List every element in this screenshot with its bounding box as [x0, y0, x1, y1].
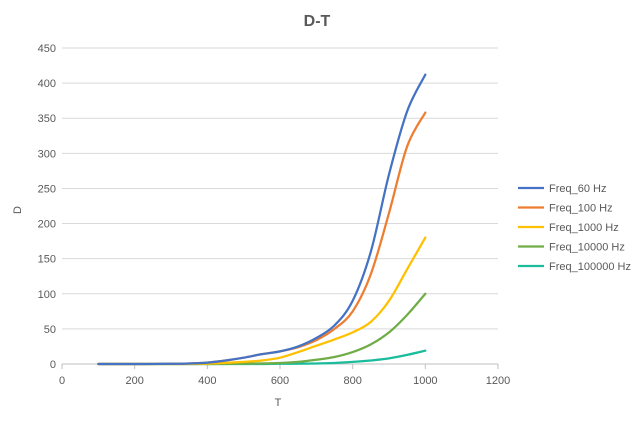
legend-item: Freq_1000 Hz — [518, 222, 619, 234]
x-axis-label: T — [275, 397, 282, 409]
legend: Freq_60 Hz Freq_100 Hz Freq_1000 Hz Freq_10… — [518, 183, 631, 273]
series-line — [97, 292, 427, 366]
x-tick-label: 200 — [125, 375, 143, 387]
legend-item: Freq_60 Hz — [518, 183, 606, 195]
x-tick-label: 0 — [59, 375, 65, 387]
y-tick-label: 300 — [38, 148, 56, 160]
y-tick-label: 150 — [38, 254, 56, 266]
y-tick-label: 400 — [38, 78, 56, 90]
chart-title: D-T — [304, 13, 331, 30]
y-tick-label: 450 — [38, 43, 56, 55]
y-tick-label: 200 — [38, 219, 56, 231]
legend-item: Freq_100 Hz — [518, 203, 613, 215]
x-tick-label: 800 — [343, 375, 361, 387]
axis-layer: 0 50 100 150 200 250 300 350 400 450 0 200 400 600 800… — [38, 43, 511, 387]
x-tick-label: 1200 — [486, 375, 510, 387]
legend-label: Freq_60 Hz — [549, 183, 606, 195]
x-tick-label: 1000 — [413, 375, 437, 387]
x-tick-label: 600 — [271, 375, 289, 387]
grid-layer — [62, 47, 498, 330]
legend-item: Freq_100000 Hz — [518, 261, 631, 273]
y-tick-label: 350 — [38, 113, 56, 125]
legend-label: Freq_10000 Hz — [549, 242, 625, 254]
series-line — [97, 73, 427, 366]
series-line — [97, 349, 427, 366]
y-tick-label: 0 — [50, 359, 56, 371]
y-axis-label: D — [12, 206, 24, 214]
y-tick-label: 250 — [38, 183, 56, 195]
y-tick-label: 100 — [38, 289, 56, 301]
legend-label: Freq_100 Hz — [549, 203, 613, 215]
y-tick-label: 50 — [44, 324, 56, 336]
series-layer — [97, 73, 427, 366]
legend-item: Freq_10000 Hz — [518, 242, 625, 254]
series-line — [97, 111, 427, 366]
x-tick-label: 400 — [198, 375, 216, 387]
legend-label: Freq_100000 Hz — [549, 261, 631, 273]
legend-label: Freq_1000 Hz — [549, 222, 619, 234]
